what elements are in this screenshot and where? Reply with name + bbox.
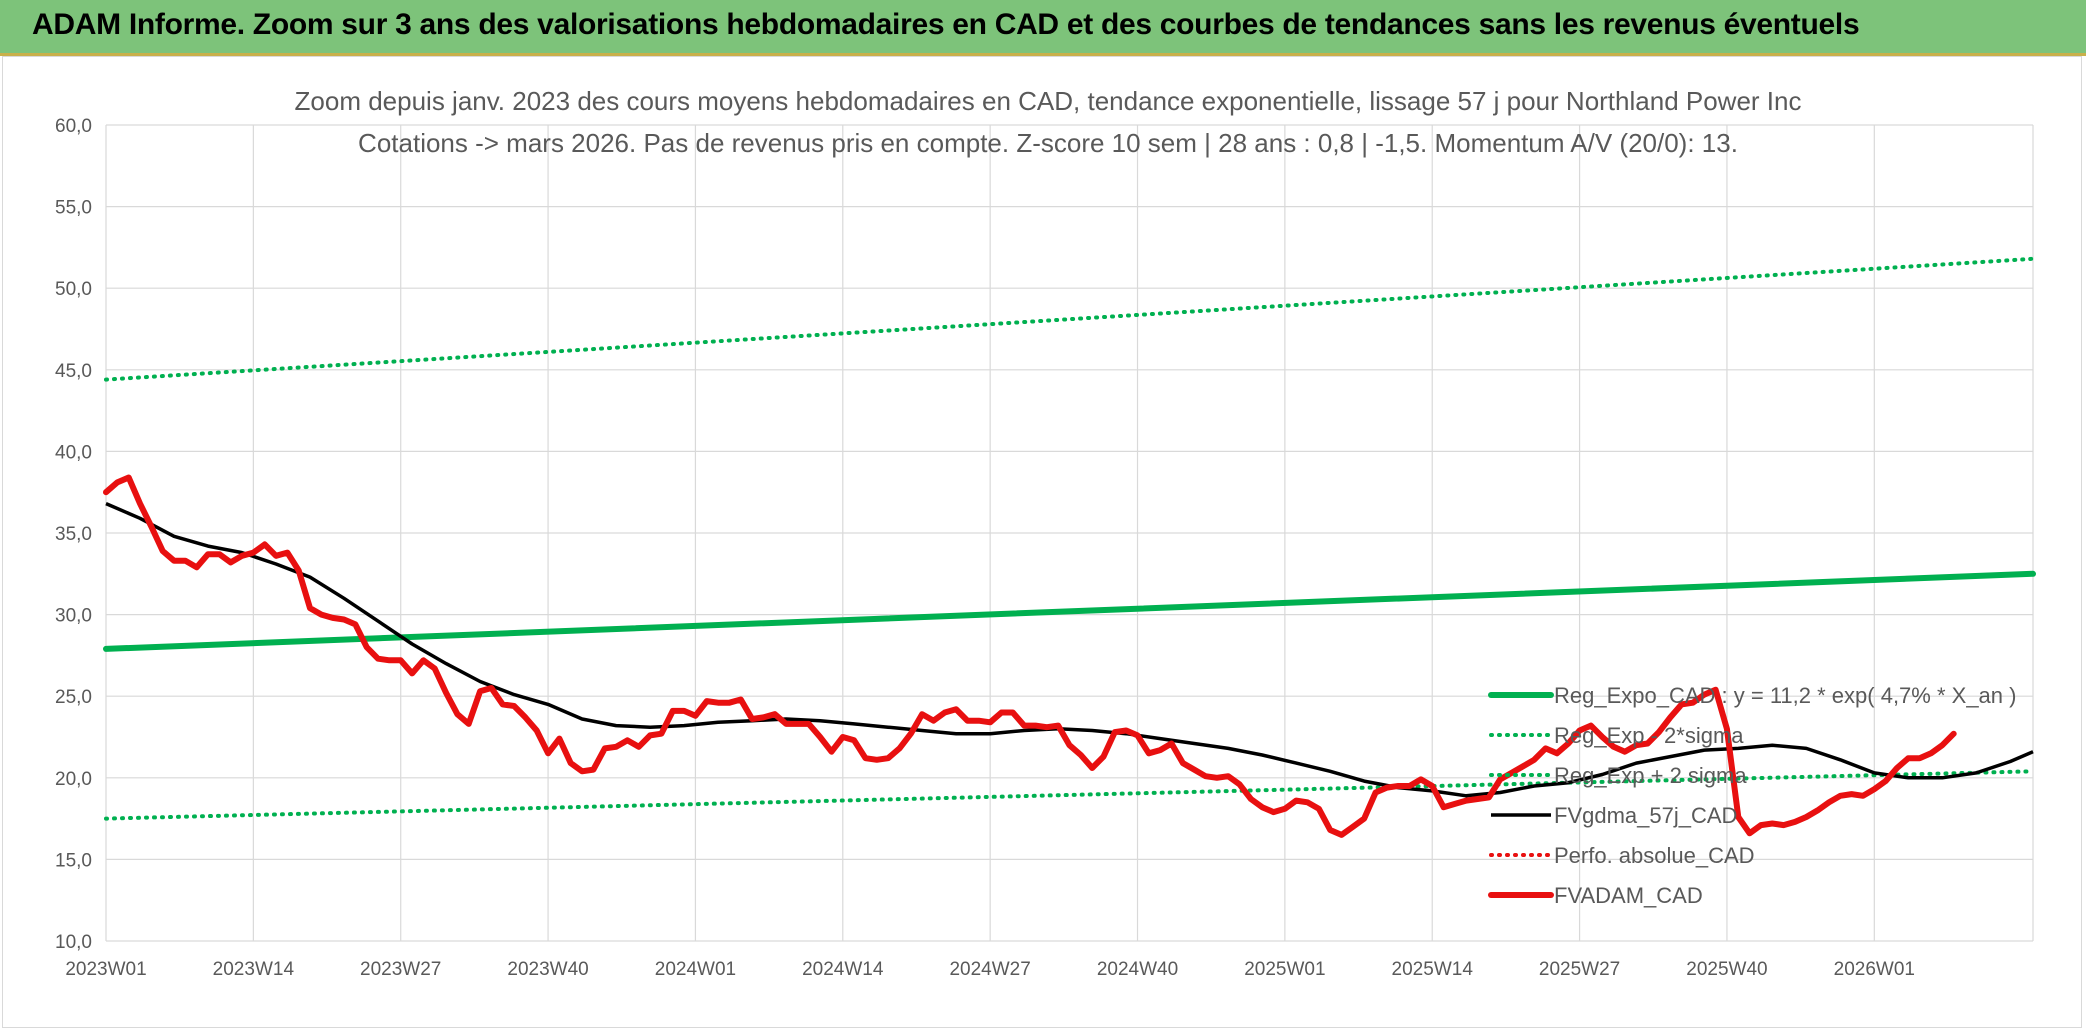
chart-title: Zoom depuis janv. 2023 des cours moyens … [295, 86, 1802, 158]
y-tick-label: 25,0 [55, 687, 92, 708]
x-tick-label: 2024W14 [802, 959, 884, 980]
y-tick-label: 15,0 [55, 850, 92, 871]
fvadam-price-line [103, 474, 1957, 838]
line-chart: 10,0 15,0 20,0 25,0 30,0 35,0 40,0 45,0 50,0 55,0… [55, 86, 2036, 980]
y-tick-label: 55,0 [55, 198, 92, 219]
y-tick-label: 50,0 [55, 279, 92, 300]
legend-reg-minus-label: Reg_Exp - 2*sigma [1554, 723, 1744, 748]
chart-title-line-1: Zoom depuis janv. 2023 des cours moyens … [295, 86, 1802, 116]
x-tick-label: 2023W27 [360, 959, 441, 980]
legend-fvadam: FVADAM_CAD [1488, 883, 1703, 908]
legend-reg-plus: Reg_Exp + 2 sigma [1489, 763, 1747, 788]
grid-layer [105, 124, 2034, 942]
legend-reg-plus-label: Reg_Exp + 2 sigma [1554, 763, 1747, 788]
series-layer [103, 256, 2036, 838]
x-tick-label: 2025W27 [1539, 959, 1620, 980]
legend-fvadam-label: FVADAM_CAD [1554, 883, 1703, 908]
reg-plus-2sigma-line [104, 256, 2035, 382]
x-tick-label: 2025W01 [1244, 959, 1325, 980]
report-title: ADAM Informe. Zoom sur 3 ans des valoris… [32, 8, 1860, 41]
x-tick-label: 2023W40 [507, 959, 588, 980]
report-banner: ADAM Informe. Zoom sur 3 ans des valoris… [0, 0, 2086, 56]
y-tick-label: 45,0 [55, 361, 92, 382]
legend: Reg_Expo_CAD : y = 11,2 * exp( 4,7% * X_… [1488, 683, 2016, 908]
x-tick-label: 2024W40 [1097, 959, 1178, 980]
legend-smoothed: FVgdma_57j_CAD [1491, 803, 1737, 828]
y-tick-label: 20,0 [55, 769, 92, 790]
chart-area: 10,0 15,0 20,0 25,0 30,0 35,0 40,0 45,0 50,0 55,0… [2, 56, 2082, 1028]
reg-minus-2sigma-line [104, 769, 2035, 821]
smoothed-57j-line [105, 501, 2034, 798]
x-tick-label: 2024W01 [655, 959, 736, 980]
x-tick-label: 2023W01 [65, 959, 146, 980]
x-tick-label: 2026W01 [1834, 959, 1915, 980]
x-tick-label: 2025W14 [1392, 959, 1474, 980]
legend-reg-expo-label: Reg_Expo_CAD : y = 11,2 * exp( 4,7% * X_… [1554, 683, 2016, 708]
x-tick-label: 2024W27 [949, 959, 1030, 980]
x-axis-ticks: 2023W01 2023W14 2023W27 2023W40 2024W01 2024W… [65, 959, 1915, 980]
legend-reg-expo: Reg_Expo_CAD : y = 11,2 * exp( 4,7% * X_… [1488, 683, 2016, 708]
y-tick-label: 60,0 [55, 116, 92, 137]
y-tick-label: 40,0 [55, 442, 92, 463]
legend-perfo-label: Perfo. absolue_CAD [1554, 843, 1755, 868]
x-tick-label: 2023W14 [213, 959, 295, 980]
legend-perfo: Perfo. absolue_CAD [1489, 843, 1755, 868]
y-axis-ticks: 10,0 15,0 20,0 25,0 30,0 35,0 40,0 45,0 50,0 55,0… [55, 116, 92, 953]
y-tick-label: 10,0 [55, 932, 92, 953]
y-tick-label: 35,0 [55, 524, 92, 545]
x-tick-label: 2025W40 [1686, 959, 1767, 980]
chart-title-line-2: Cotations -> mars 2026. Pas de revenus p… [358, 128, 1738, 158]
y-tick-label: 30,0 [55, 606, 92, 627]
legend-reg-minus: Reg_Exp - 2*sigma [1489, 723, 1744, 748]
legend-smoothed-label: FVgdma_57j_CAD [1554, 803, 1737, 828]
reg-expo-line [103, 570, 2036, 652]
